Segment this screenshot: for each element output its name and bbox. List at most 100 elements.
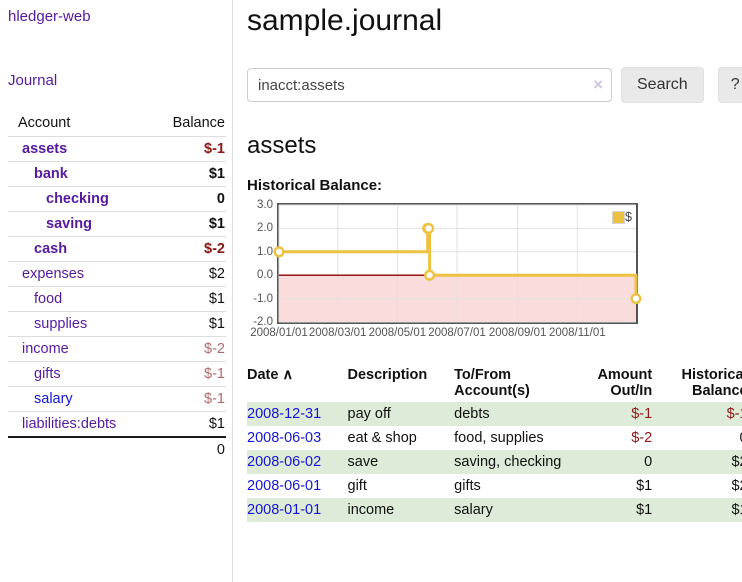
sidebar-item-journal[interactable]: Journal	[8, 72, 58, 89]
transaction-description: gift	[347, 478, 367, 494]
account-link-food[interactable]: food	[34, 291, 63, 307]
account-row: food $1	[8, 286, 226, 312]
search-bar: × Search ?	[247, 67, 742, 103]
sidebar: hledger-web Journal Account Balance asse…	[0, 0, 233, 582]
transaction-date-link[interactable]: 2008-06-03	[247, 430, 322, 446]
transaction-amount: $-1	[631, 406, 653, 422]
chart-data-point	[273, 246, 285, 258]
account-row: saving $1	[8, 211, 226, 237]
account-row: expenses $2	[8, 261, 226, 287]
transaction-row: 2008-06-03 eat & shop food, supplies $-20	[247, 426, 742, 450]
accounts-total-row: 0	[8, 437, 226, 462]
transaction-row: 2008-12-31 pay off debts $-1 $-1	[247, 402, 742, 426]
y-tick-label: 2.0	[257, 222, 273, 235]
register-tbody: 2008-12-31 pay off debts $-1 $-1 2008-06-03 ea…	[247, 402, 742, 522]
historical-balance-chart: 3.0 2.0 1.0 0.0 -1.0 -2.0 $ 2008/01/01 2008/03…	[247, 199, 642, 345]
transaction-accounts: food, supplies	[454, 430, 544, 446]
help-button[interactable]: ?	[717, 67, 742, 103]
account-link-expenses[interactable]: expenses	[22, 266, 85, 282]
account-balance: $-1	[204, 366, 225, 382]
transaction-date-link[interactable]: 2008-12-31	[247, 406, 322, 422]
account-link-supplies[interactable]: supplies	[34, 316, 88, 332]
account-balance: $1	[208, 416, 225, 432]
account-link-salary[interactable]: salary	[34, 391, 73, 407]
transaction-date-link[interactable]: 2008-01-01	[247, 502, 322, 518]
register-table: Date ∧ Description To/From Account(s) Amo…	[247, 364, 742, 522]
transaction-row: 2008-01-01 income salary $1 $1	[247, 498, 742, 522]
chart-x-axis: 2008/01/01 2008/03/01 2008/05/01 2008/07/01…	[250, 327, 636, 343]
account-balance: $1	[208, 166, 225, 182]
transaction-date-link[interactable]: 2008-06-02	[247, 454, 322, 470]
account-link-cash[interactable]: cash	[34, 241, 68, 257]
transaction-balance: $1	[731, 502, 742, 518]
accounts-tbody: assets $-1 bank $1 checking 0 saving $1 cash $-2 e…	[8, 136, 226, 438]
clear-search-icon[interactable]: ×	[593, 75, 603, 94]
account-link-assets[interactable]: assets	[22, 141, 68, 157]
transaction-accounts: saving, checking	[454, 454, 562, 470]
x-tick-label: 2008/03/01	[308, 327, 367, 339]
account-link-liabilities-debts[interactable]: liabilities:debts	[22, 416, 117, 432]
transaction-balance: $2	[731, 454, 742, 470]
chart-data-point	[423, 222, 435, 234]
transaction-balance: $-1	[726, 406, 742, 422]
brand-link[interactable]: hledger-web	[8, 8, 91, 25]
register-header-accounts: To/From Account(s)	[454, 367, 530, 399]
accounts-header-account: Account	[18, 115, 71, 131]
transaction-description: save	[347, 454, 379, 470]
page-title: sample.journal	[247, 4, 443, 37]
transaction-balance: 0	[657, 426, 742, 450]
y-tick-label: 3.0	[257, 199, 273, 211]
transaction-accounts: debts	[454, 406, 490, 422]
legend-label: $	[625, 210, 632, 224]
account-link-checking[interactable]: checking	[46, 191, 109, 207]
transaction-description: income	[347, 502, 395, 518]
account-row: checking 0	[8, 186, 226, 212]
accounts-header-row: Account Balance	[8, 112, 226, 137]
accounts-header-balance: Balance	[172, 115, 225, 131]
legend-swatch-icon	[612, 210, 626, 224]
x-tick-label: 2008/11/01	[548, 327, 606, 339]
account-row: supplies $1	[8, 311, 226, 337]
account-link-income[interactable]: income	[22, 341, 69, 357]
accounts-total-value: 0	[216, 442, 225, 458]
account-row: gifts $-1	[8, 361, 226, 387]
transaction-date-link[interactable]: 2008-06-01	[247, 478, 322, 494]
transaction-amount: $1	[636, 478, 653, 494]
transaction-description: pay off	[347, 406, 391, 422]
account-link-bank[interactable]: bank	[34, 166, 68, 182]
account-row: salary $-1	[8, 386, 226, 412]
transaction-accounts: gifts	[454, 478, 481, 494]
chart-canvas[interactable]	[273, 204, 642, 323]
account-balance: $2	[208, 266, 225, 282]
transaction-row: 2008-06-02 save saving, checking 0 $2	[247, 450, 742, 474]
account-row: bank $1	[8, 161, 226, 187]
main-content: sample.journal × Search ? assets Histori…	[233, 0, 742, 582]
transaction-amount: 0	[644, 454, 653, 470]
account-heading: assets	[247, 132, 317, 159]
y-tick-label: 1.0	[257, 245, 273, 258]
transaction-amount: $1	[636, 502, 653, 518]
transaction-accounts: salary	[454, 502, 493, 518]
sidebar-nav: Journal	[8, 72, 226, 89]
register-header-amount: Amount Out/In	[597, 367, 653, 399]
search-input[interactable]	[247, 68, 612, 102]
x-tick-label: 2008/07/01	[428, 327, 486, 339]
chart-data-point	[424, 269, 436, 281]
register-header-date[interactable]: Date ∧	[247, 367, 294, 383]
chart-plot[interactable]: $	[273, 203, 642, 324]
account-link-saving[interactable]: saving	[46, 216, 92, 232]
register-header-description: Description	[347, 367, 428, 383]
chart-title: Historical Balance:	[247, 177, 383, 194]
account-balance: $1	[208, 291, 225, 307]
account-balance: $-2	[204, 341, 225, 357]
y-tick-label: -1.0	[253, 292, 273, 305]
accounts-total-spacer	[8, 437, 154, 462]
search-button[interactable]: Search	[621, 67, 704, 103]
account-balance: $1	[208, 316, 225, 332]
sort-asc-icon: ∧	[282, 367, 294, 383]
account-link-gifts[interactable]: gifts	[34, 366, 61, 382]
account-row: liabilities:debts $1	[8, 411, 226, 438]
transaction-description: eat & shop	[347, 430, 417, 446]
account-balance: $-1	[204, 391, 225, 407]
